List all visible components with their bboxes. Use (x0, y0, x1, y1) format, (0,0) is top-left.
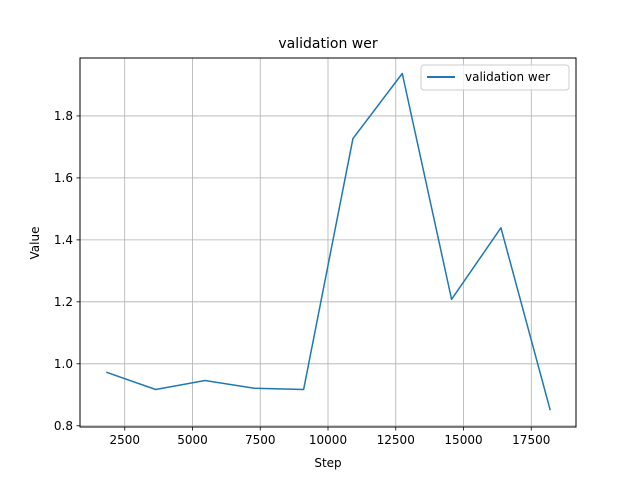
y-tick-label: 1.0 (54, 357, 73, 371)
axis-ticks: 2500 5000 7500 10000 12500 15000 17500 0.8 1.0 1.… (54, 109, 550, 447)
x-tick-label: 15000 (444, 433, 482, 447)
legend: validation wer (420, 64, 570, 91)
x-tick-label: 12500 (377, 433, 415, 447)
y-tick-label: 0.8 (54, 419, 73, 433)
x-tick-label: 7500 (245, 433, 276, 447)
x-tick-label: 10000 (309, 433, 347, 447)
chart-title: validation wer (278, 36, 377, 52)
y-tick-label: 1.4 (54, 233, 73, 247)
x-axis-label: Step (314, 456, 341, 470)
x-tick-label: 5000 (177, 433, 208, 447)
x-tick-label: 17500 (512, 433, 550, 447)
y-axis-label: Value (28, 227, 42, 260)
y-tick-label: 1.2 (54, 295, 73, 309)
y-tick-label: 1.8 (54, 109, 73, 123)
legend-label: validation wer (465, 70, 550, 84)
legend-box (420, 64, 570, 91)
series-layer (106, 72, 551, 411)
x-tick-label: 2500 (109, 433, 140, 447)
series-line-validation-wer (106, 72, 551, 411)
y-tick-label: 1.6 (54, 171, 73, 185)
